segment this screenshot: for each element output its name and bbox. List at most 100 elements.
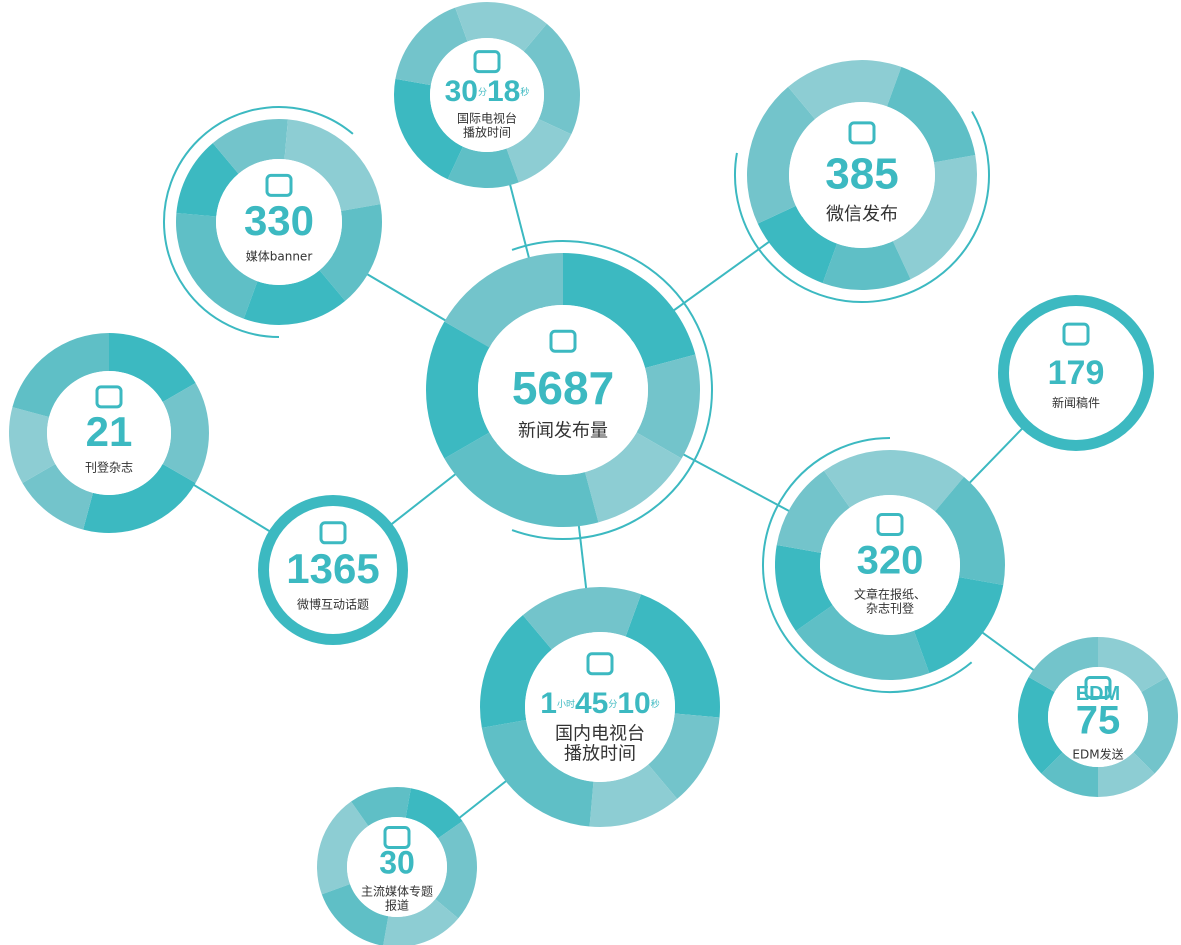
donut-segment (892, 155, 977, 280)
donut-segment (822, 241, 911, 290)
label: 刊登杂志 (85, 460, 133, 475)
node: 179 新闻稿件 (998, 295, 1154, 451)
value: 30分18秒 (445, 75, 530, 108)
donut-segment (351, 787, 411, 827)
donut-segment (319, 204, 382, 301)
value-part: 10 (617, 687, 650, 720)
value: 21 (86, 408, 133, 455)
value: 179 (1048, 354, 1105, 392)
label: 国际电视台 (457, 110, 517, 125)
node: 21 刊登杂志 (9, 333, 209, 533)
donut-segment (447, 146, 519, 188)
value: 385 (825, 150, 898, 199)
node-center (216, 159, 342, 285)
donut-segment (481, 720, 594, 827)
label: 播放时间 (564, 743, 636, 764)
label: 杂志刊登 (866, 601, 914, 616)
node-ring (258, 495, 408, 645)
icon (473, 50, 501, 74)
donut-segment (563, 253, 696, 369)
donut-segment (648, 713, 720, 799)
outer-arc (762, 437, 973, 693)
donut-segment (284, 119, 381, 212)
outer-arc (511, 240, 713, 540)
icon (549, 329, 577, 353)
heading: EDM (1076, 683, 1120, 705)
donut-segment (1041, 752, 1098, 797)
icon (319, 521, 347, 545)
donut-segment (383, 899, 459, 945)
node: 5687 新闻发布量 (425, 240, 713, 540)
label: 播放时间 (463, 124, 511, 139)
donut-segment (913, 577, 1004, 674)
donut-segment (1018, 677, 1063, 774)
icon (265, 173, 293, 197)
donut-segment (395, 7, 468, 86)
donut-segment (775, 545, 833, 631)
donut-segment (317, 801, 369, 895)
label: 微博互动话题 (297, 597, 369, 612)
unit: 小时 (557, 698, 575, 709)
outer-arc (734, 111, 990, 303)
donut-segment (747, 86, 816, 224)
outer-arc (163, 106, 354, 338)
donut-segment (506, 119, 572, 183)
node-center (347, 817, 447, 917)
value: 1小时45分10秒 (540, 687, 659, 720)
icon (95, 385, 123, 409)
value-part: 1 (540, 687, 557, 720)
icon (383, 826, 411, 849)
donut-segment (625, 594, 720, 718)
donut-segment (795, 605, 930, 680)
donut-segment (824, 450, 964, 512)
donut-segment (589, 764, 678, 827)
donut-segment (584, 432, 682, 523)
donut-segment (435, 821, 478, 919)
donut-segment (444, 432, 599, 527)
donut-segment (788, 59, 902, 120)
node-center (820, 495, 960, 635)
value-part: 45 (575, 687, 608, 720)
icon (586, 652, 614, 676)
label: 文章在报纸、 (854, 587, 926, 602)
unit: 分 (608, 699, 617, 709)
node: 330 媒体banner (163, 106, 382, 338)
value: 1365 (286, 545, 379, 592)
value-part: 18 (487, 75, 520, 108)
donut-segment (212, 118, 288, 174)
label: 主流媒体专题 (361, 884, 433, 899)
node: 320 文章在报纸、杂志刊登 (762, 437, 1005, 693)
unit: 秒 (520, 86, 529, 97)
donut-segment (9, 407, 56, 483)
donut-segment (321, 884, 389, 945)
label: 新闻稿件 (1052, 395, 1100, 410)
icon (876, 513, 904, 536)
label: 报道 (385, 898, 409, 913)
label: 新闻发布量 (518, 420, 608, 441)
value: 330 (244, 197, 314, 244)
value: 75 (1076, 699, 1121, 743)
value: 320 (857, 539, 924, 583)
node-ring (998, 295, 1154, 451)
donut-segment (83, 464, 196, 533)
donut-segment (109, 333, 196, 402)
node-center (1048, 667, 1148, 767)
donut-segment (243, 270, 346, 325)
value: 30 (379, 844, 415, 880)
label: 国内电视台 (555, 723, 645, 744)
donut-segment (636, 354, 701, 459)
node-center (47, 371, 171, 495)
donut-segment (886, 66, 976, 163)
donut-segment (444, 253, 563, 348)
donut-segment (162, 383, 209, 483)
donut-segment (479, 615, 552, 728)
donut-segment (1098, 637, 1168, 692)
donut-segment (455, 2, 547, 52)
label: 媒体banner (246, 250, 313, 264)
label: EDM发送 (1072, 747, 1123, 762)
